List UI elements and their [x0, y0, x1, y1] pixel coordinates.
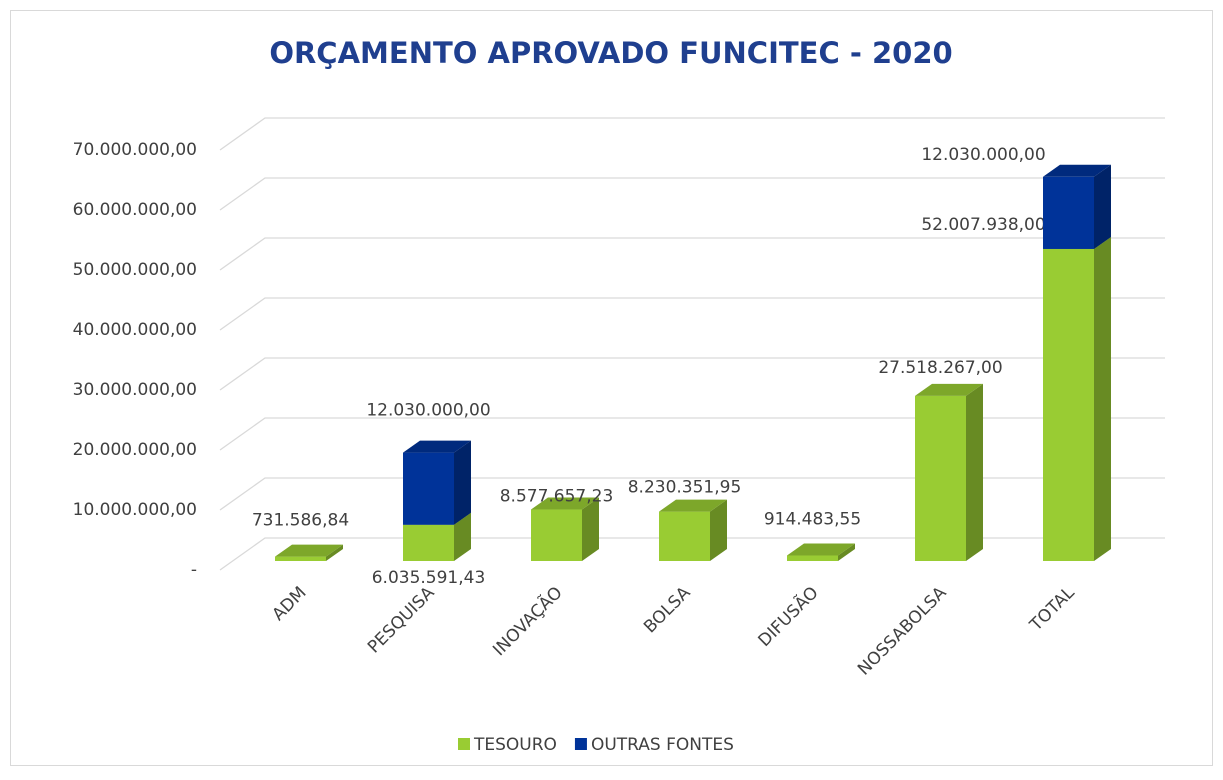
bar-side [1094, 164, 1111, 249]
bar-side [1094, 236, 1111, 561]
data-label: 27.518.267,00 [878, 358, 1002, 378]
bar-top [659, 499, 727, 512]
bar-front [787, 555, 838, 561]
grid-line [219, 237, 1165, 271]
bar-top [403, 440, 471, 453]
y-tick-label: 10.000.000,00 [73, 500, 197, 520]
grid-line [219, 357, 1165, 391]
bar-top [787, 543, 855, 556]
chart-title: ORÇAMENTO APROVADO FUNCITEC - 2020 [269, 36, 952, 70]
bar-side [454, 512, 471, 561]
grid-line [219, 297, 1165, 331]
grid-line [219, 417, 1165, 451]
y-tick-label: 60.000.000,00 [73, 200, 197, 220]
y-tick-label: - [191, 560, 197, 580]
bar-side [454, 440, 471, 525]
chart-border [10, 10, 1213, 766]
y-tick-label: 70.000.000,00 [73, 140, 197, 160]
bar-front [403, 452, 454, 525]
data-label: 8.230.351,95 [628, 478, 742, 498]
bar-front [659, 511, 710, 561]
data-label: 914.483,55 [764, 510, 861, 530]
bar-front [275, 556, 326, 561]
legend-label: TESOURO [473, 735, 557, 755]
grid-line [219, 537, 1165, 571]
legend-label: OUTRAS FONTES [591, 735, 734, 755]
bar-front [1043, 248, 1094, 561]
data-label: 8.577.657,23 [500, 487, 614, 507]
data-label: 731.586,84 [252, 511, 349, 531]
data-label: 52.007.938,00 [921, 215, 1045, 235]
legend-swatch [574, 738, 587, 750]
y-tick-label: 40.000.000,00 [73, 320, 197, 340]
bar-top [1043, 164, 1111, 177]
y-tick-label: 30.000.000,00 [73, 380, 197, 400]
bar-side [710, 499, 727, 561]
data-label: 12.030.000,00 [366, 401, 490, 421]
bar-side [582, 497, 599, 561]
y-tick-label: 20.000.000,00 [73, 440, 197, 460]
grid-line [219, 117, 1165, 151]
legend-swatch [458, 738, 470, 750]
bar-front [403, 524, 454, 561]
bar-side [326, 544, 343, 561]
bar-top [915, 383, 983, 396]
bar-side [838, 543, 855, 561]
bar-side [966, 383, 983, 561]
bar-front [915, 395, 966, 561]
data-label: 6.035.591,43 [372, 568, 486, 588]
data-label: 12.030.000,00 [921, 145, 1045, 165]
grid-line [219, 477, 1165, 511]
y-tick-label: 50.000.000,00 [73, 260, 197, 280]
bar-front [531, 509, 582, 561]
bar-top [531, 497, 599, 510]
grid-line [219, 177, 1165, 211]
bar-front [1043, 176, 1094, 249]
bar-top [275, 544, 343, 557]
